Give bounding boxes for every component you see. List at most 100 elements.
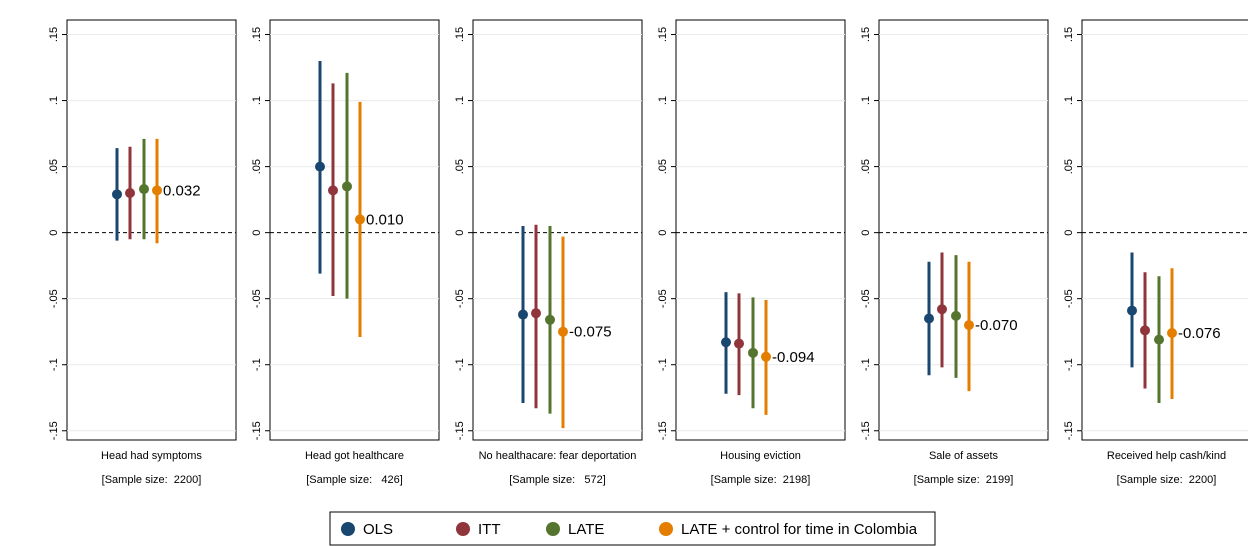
value-label: 0.010 bbox=[366, 211, 404, 228]
point bbox=[315, 161, 325, 172]
y-tick-label: -.1 bbox=[1063, 358, 1075, 371]
plot-area bbox=[472, 19, 643, 441]
y-tick-label: -.05 bbox=[657, 289, 669, 308]
note: [Sample size: 2199] bbox=[914, 474, 1014, 486]
y-tick-label: -.15 bbox=[251, 421, 263, 440]
point bbox=[951, 310, 961, 321]
note: [Sample size: 2200] bbox=[1117, 474, 1217, 486]
plot-area bbox=[675, 19, 846, 441]
legend-marker bbox=[546, 522, 560, 536]
y-tick-label: .05 bbox=[454, 159, 466, 174]
value-label: -0.075 bbox=[569, 324, 612, 341]
y-tick-label: -.1 bbox=[48, 358, 60, 371]
y-tick-label: -.15 bbox=[48, 421, 60, 440]
legend-box bbox=[329, 511, 936, 546]
point bbox=[1140, 325, 1150, 336]
point bbox=[1167, 328, 1177, 339]
value-label: -0.076 bbox=[1178, 325, 1221, 342]
y-tick-label: 0 bbox=[1063, 230, 1075, 236]
point bbox=[342, 181, 352, 192]
point bbox=[518, 309, 528, 320]
plot-area bbox=[878, 19, 1049, 441]
x-label: Head got healthcare bbox=[305, 450, 404, 462]
note: [Sample size: 572] bbox=[509, 474, 606, 486]
note: [Sample size: 426] bbox=[306, 474, 403, 486]
y-tick-label: -.05 bbox=[251, 289, 263, 308]
y-tick-label: .05 bbox=[657, 159, 669, 174]
legend-label: ITT bbox=[478, 521, 501, 538]
plot-area bbox=[1081, 19, 1248, 441]
point bbox=[761, 351, 771, 362]
legend-label: OLS bbox=[363, 521, 393, 538]
y-tick-label: 0 bbox=[48, 230, 60, 236]
x-label: Housing eviction bbox=[720, 450, 801, 462]
y-tick-label: .1 bbox=[860, 96, 872, 105]
y-tick-label: .15 bbox=[454, 27, 466, 42]
legend-label: LATE bbox=[568, 521, 604, 538]
x-label: Received help cash/kind bbox=[1107, 450, 1226, 462]
y-tick-label: .1 bbox=[454, 96, 466, 105]
point bbox=[139, 184, 149, 195]
x-label: Sale of assets bbox=[929, 450, 999, 462]
point bbox=[355, 214, 365, 225]
value-label: -0.070 bbox=[975, 317, 1018, 334]
y-tick-label: .15 bbox=[860, 27, 872, 42]
y-tick-label: 0 bbox=[454, 230, 466, 236]
point bbox=[531, 308, 541, 319]
y-tick-label: .1 bbox=[657, 96, 669, 105]
point bbox=[125, 188, 135, 199]
y-tick-label: .15 bbox=[48, 27, 60, 42]
y-tick-label: .15 bbox=[657, 27, 669, 42]
y-tick-label: 0 bbox=[251, 230, 263, 236]
point bbox=[937, 304, 947, 315]
note: [Sample size: 2198] bbox=[711, 474, 811, 486]
note: [Sample size: 2200] bbox=[102, 474, 202, 486]
y-tick-label: -.1 bbox=[454, 358, 466, 371]
y-tick-label: .15 bbox=[251, 27, 263, 42]
plot-area bbox=[66, 19, 237, 441]
y-tick-label: -.15 bbox=[860, 421, 872, 440]
y-tick-label: .15 bbox=[1063, 27, 1075, 42]
y-tick-label: .1 bbox=[1063, 96, 1075, 105]
point bbox=[924, 313, 934, 324]
y-tick-label: .05 bbox=[251, 159, 263, 174]
point bbox=[734, 338, 744, 349]
y-tick-label: 0 bbox=[860, 230, 872, 236]
point bbox=[112, 189, 122, 200]
legend-marker bbox=[456, 522, 470, 536]
point bbox=[721, 337, 731, 348]
y-tick-label: -.1 bbox=[657, 358, 669, 371]
point bbox=[558, 326, 568, 337]
value-label: 0.032 bbox=[163, 182, 201, 199]
legend-marker bbox=[341, 522, 355, 536]
y-tick-label: -.1 bbox=[251, 358, 263, 371]
y-tick-label: .1 bbox=[251, 96, 263, 105]
point bbox=[328, 185, 338, 196]
y-tick-label: .05 bbox=[48, 159, 60, 174]
point bbox=[1154, 334, 1164, 345]
point bbox=[1127, 305, 1137, 316]
y-tick-label: -.15 bbox=[454, 421, 466, 440]
y-tick-label: -.05 bbox=[1063, 289, 1075, 308]
y-tick-label: .05 bbox=[1063, 159, 1075, 174]
point bbox=[545, 314, 555, 325]
y-tick-label: -.15 bbox=[1063, 421, 1075, 440]
y-tick-label: .05 bbox=[860, 159, 872, 174]
point bbox=[748, 347, 758, 358]
plot-area bbox=[269, 19, 440, 441]
y-tick-label: 0 bbox=[657, 230, 669, 236]
x-label: Head had symptoms bbox=[101, 450, 202, 462]
legend-marker bbox=[659, 522, 673, 536]
y-tick-label: .1 bbox=[48, 96, 60, 105]
y-tick-label: -.15 bbox=[657, 421, 669, 440]
y-tick-label: -.05 bbox=[860, 289, 872, 308]
point bbox=[152, 185, 162, 196]
y-tick-label: -.1 bbox=[860, 358, 872, 371]
y-tick-label: -.05 bbox=[48, 289, 60, 308]
y-tick-label: -.05 bbox=[454, 289, 466, 308]
x-label: No healthacare: fear deportation bbox=[479, 450, 637, 462]
value-label: -0.094 bbox=[772, 349, 815, 366]
point bbox=[964, 320, 974, 331]
